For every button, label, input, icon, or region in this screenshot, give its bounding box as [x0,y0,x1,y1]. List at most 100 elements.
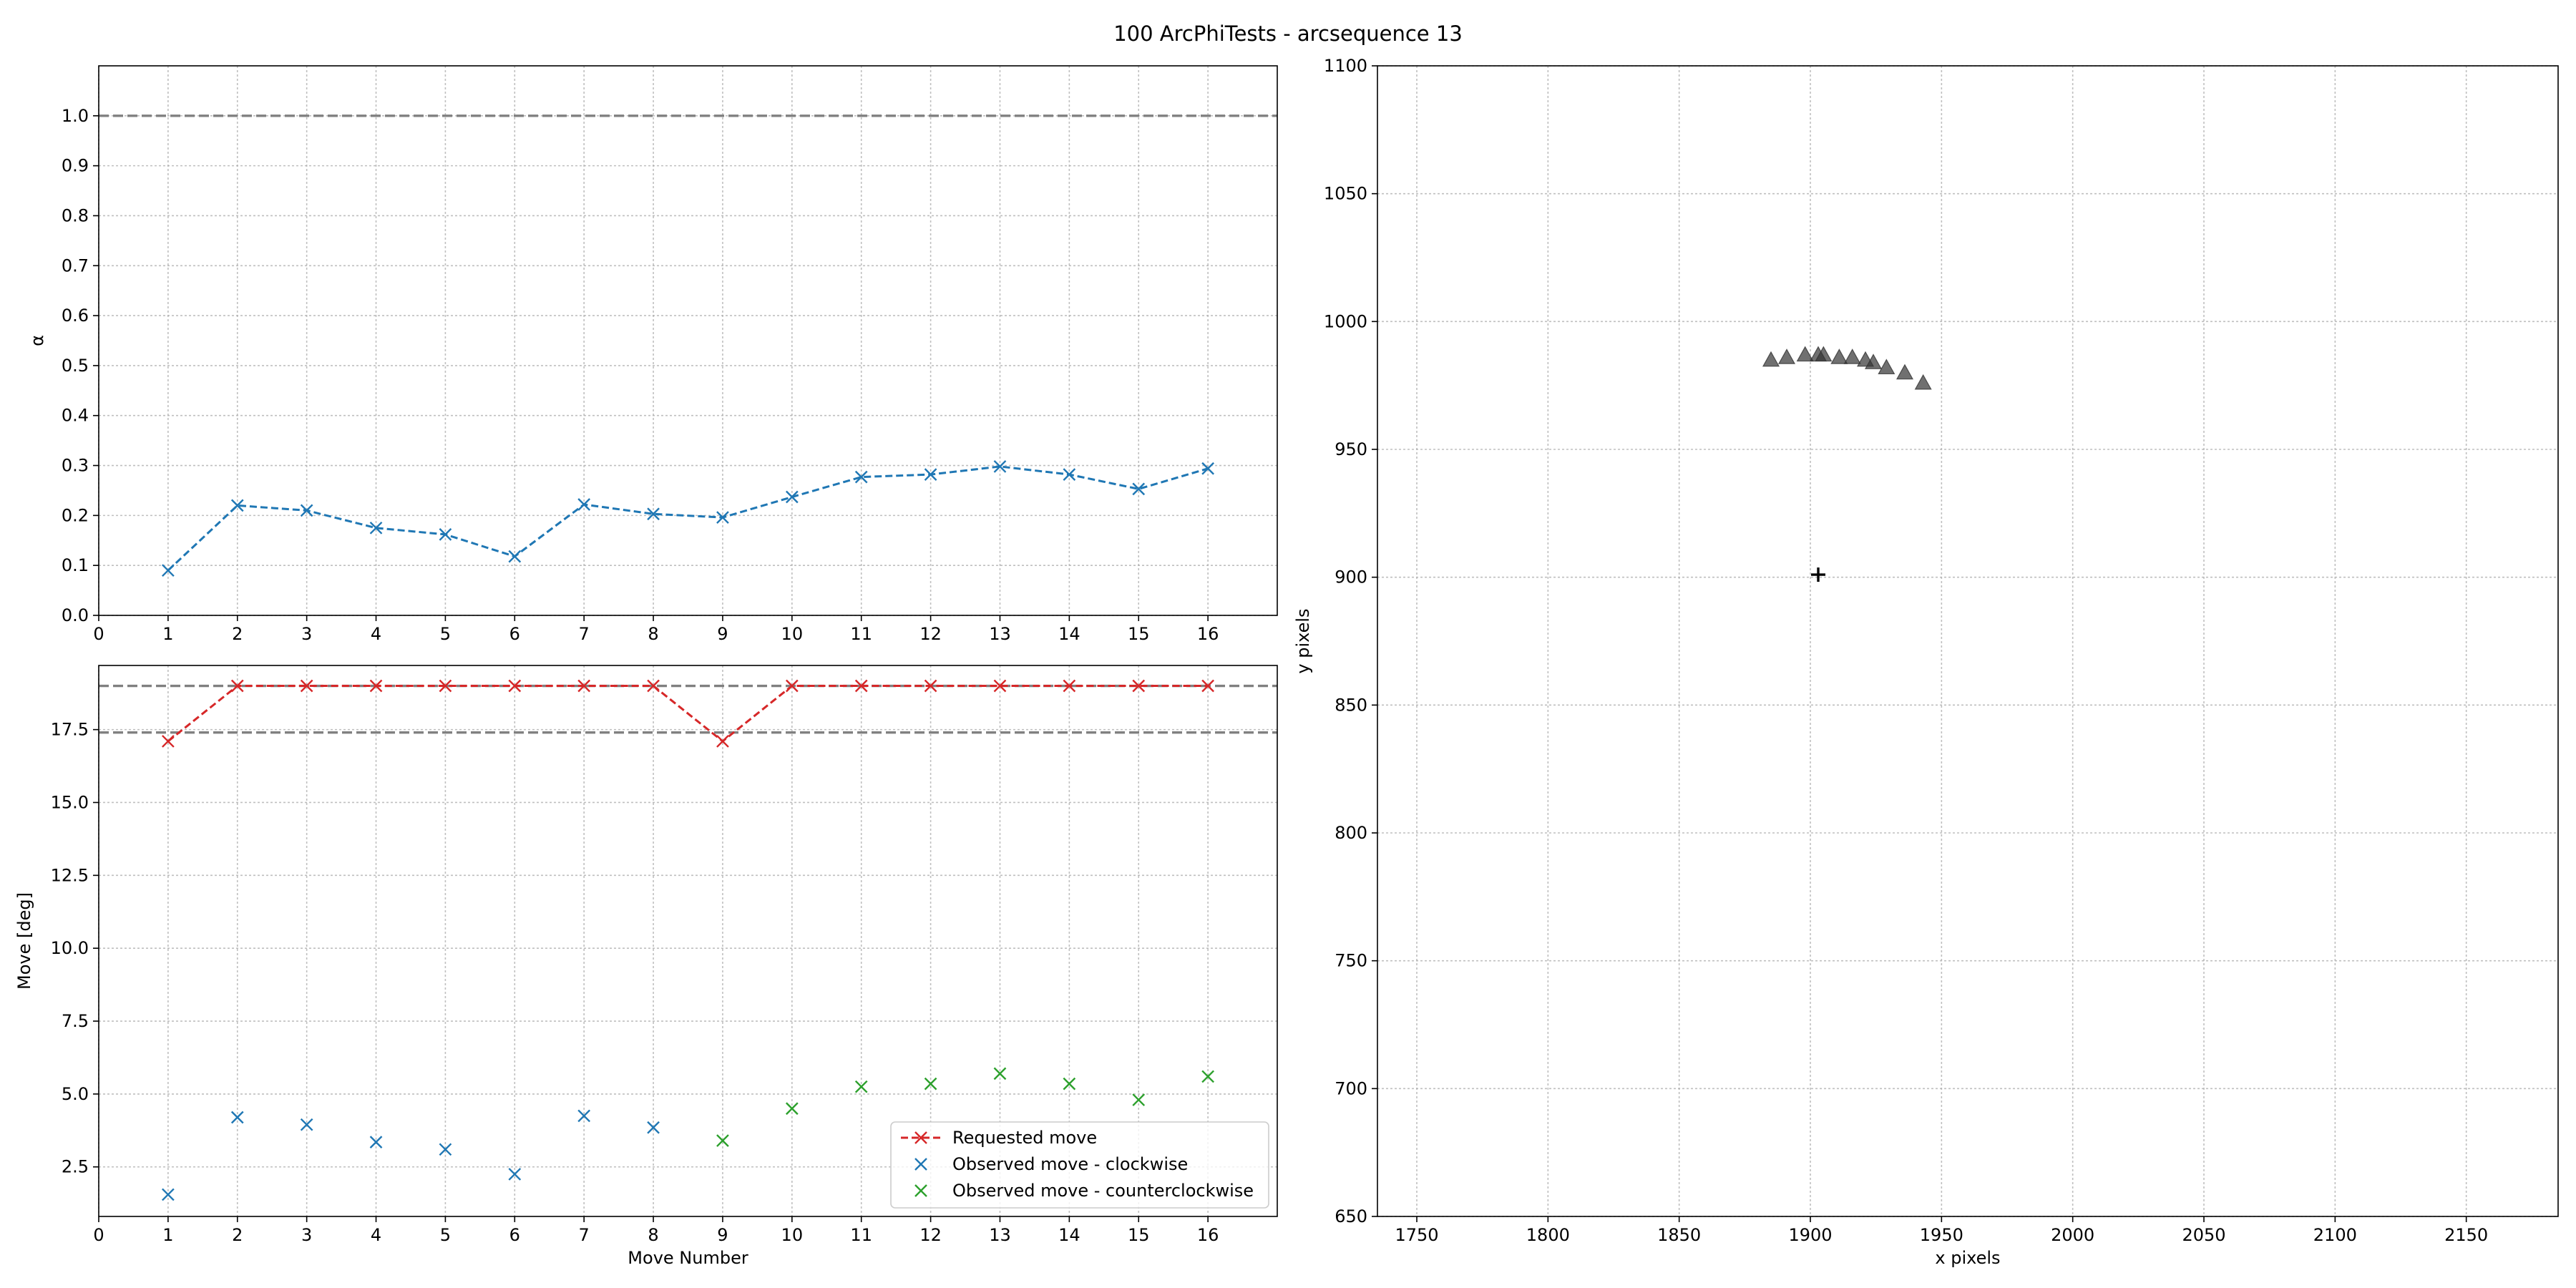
requested-move-point [993,679,1007,693]
counterclockwise-move-point [924,1077,937,1091]
counterclockwise-move-point [1063,1077,1076,1091]
x-tick-label: 10 [781,1225,804,1245]
y-tick-label: 800 [1335,823,1367,843]
y-axis-label: y pixels [1293,608,1313,673]
counterclockwise-move-point [716,1134,729,1147]
requested-move-point [369,679,383,693]
requested-move-point [1201,679,1214,693]
alpha-point [230,499,244,512]
clockwise-move-point [162,1188,175,1201]
alpha-point [1201,462,1214,475]
y-tick-label: 10.0 [51,938,89,958]
x-tick-label: 4 [371,1225,381,1245]
x-tick-label: 7 [579,624,590,644]
requested-move-point [716,735,729,748]
y-tick-label: 0.8 [62,205,89,225]
x-tick-label: 1 [162,1225,173,1245]
alpha-point [647,507,660,521]
y-tick-label: 0.4 [62,406,89,426]
requested-move-point [854,679,868,693]
x-tick-label: 2150 [2444,1225,2488,1245]
position-marker [1878,358,1896,375]
counterclockwise-move-point [1132,1093,1146,1106]
y-tick-label: 1100 [1324,56,1367,76]
requested-move-line [167,685,1209,743]
alpha-series-line [167,465,1209,572]
alpha-point [439,528,452,541]
x-tick-label: 6 [509,1225,520,1245]
position-plot: 1750 1800 1850 1900 1950 2000 2050 2100 2150 650 7… [1293,56,2559,1268]
x-axis-label: x pixels [1935,1248,2000,1268]
x-tick-label: 9 [717,1225,728,1245]
x-tick-label: 13 [989,624,1011,644]
requested-move-point [162,735,175,748]
position-marker [1830,348,1848,364]
alpha-point [785,490,799,504]
requested-move-point [785,679,799,693]
x-tick-label: 3 [301,1225,312,1245]
alpha-point [716,511,729,525]
legend-marker-swatch [914,1131,927,1144]
y-tick-label: 0.5 [62,356,89,376]
x-tick-label: 4 [371,624,381,644]
legend-frame [890,1121,1269,1209]
axes-frame [1377,65,2559,1217]
x-tick-label: 1850 [1657,1225,1701,1245]
alpha-point [1063,468,1076,481]
requested-move-point [1063,679,1076,693]
y-tick-label: 0.3 [62,456,89,476]
y-tick-label: 17.5 [51,720,89,740]
x-tick-label: 13 [989,1225,1011,1245]
position-marker [1777,348,1796,364]
x-tick-label: 15 [1128,1225,1150,1245]
x-tick-label: 2000 [2051,1225,2094,1245]
x-tick-label: 12 [919,1225,942,1245]
alpha-point [854,470,868,484]
position-marker [1762,351,1780,367]
x-tick-label: 1950 [1920,1225,1963,1245]
legend-marker-swatch [914,1184,927,1197]
clockwise-move-point [369,1136,383,1148]
alpha-point [1132,482,1146,496]
y-tick-label: 2.5 [62,1157,89,1177]
x-tick-label: 9 [717,624,728,644]
x-tick-label: 3 [301,624,312,644]
position-marker [1815,346,1833,362]
requested-move-point [647,679,660,693]
alpha-point [369,521,383,535]
legend-label: Observed move - clockwise [952,1154,1188,1174]
x-tick-label: 2 [232,624,243,644]
y-tick-label: 900 [1335,567,1367,587]
y-tick-label: 0.2 [62,505,89,525]
legend: Requested move Observed move - clockwise O… [890,1121,1269,1209]
position-marker [1843,348,1861,364]
clockwise-move-point [647,1121,660,1134]
x-tick-label: 16 [1197,624,1219,644]
counterclockwise-move-point [1201,1070,1214,1083]
y-tick-label: 0.7 [62,255,89,275]
requested-move-point [1132,679,1146,693]
alpha-plot: 0 1 2 3 4 5 6 7 8 9 10 11 12 13 14 15 160.00.10.20.30.40… [27,65,1278,644]
axes-frame [98,665,1278,1217]
x-tick-label: 1750 [1395,1225,1438,1245]
legend-label: Requested move [952,1128,1097,1148]
x-tick-label: 10 [781,624,804,644]
clockwise-move-point [300,1118,313,1131]
alpha-point [300,504,313,517]
counterclockwise-move-point [785,1102,799,1116]
x-axis-label: Move Number [628,1248,748,1268]
alpha-point [577,498,591,511]
y-tick-label: 750 [1335,951,1367,971]
figure-title: 100 ArcPhiTests - arcsequence 13 [1113,21,1463,46]
y-tick-label: 1000 [1324,311,1367,331]
y-tick-label: 0.6 [62,306,89,326]
x-tick-label: 0 [93,624,104,644]
move-plot: 0 1 2 3 4 5 6 7 8 9 10 11 12 13 14 15 162.55.07.510.012.… [14,665,1278,1268]
y-tick-label: 0.0 [62,605,89,625]
x-tick-label: 6 [509,624,520,644]
counterclockwise-move-point [993,1067,1007,1080]
alpha-point [508,550,522,563]
clockwise-move-point [508,1168,522,1181]
x-tick-label: 7 [579,1225,590,1245]
y-tick-label: 15.0 [51,792,89,812]
